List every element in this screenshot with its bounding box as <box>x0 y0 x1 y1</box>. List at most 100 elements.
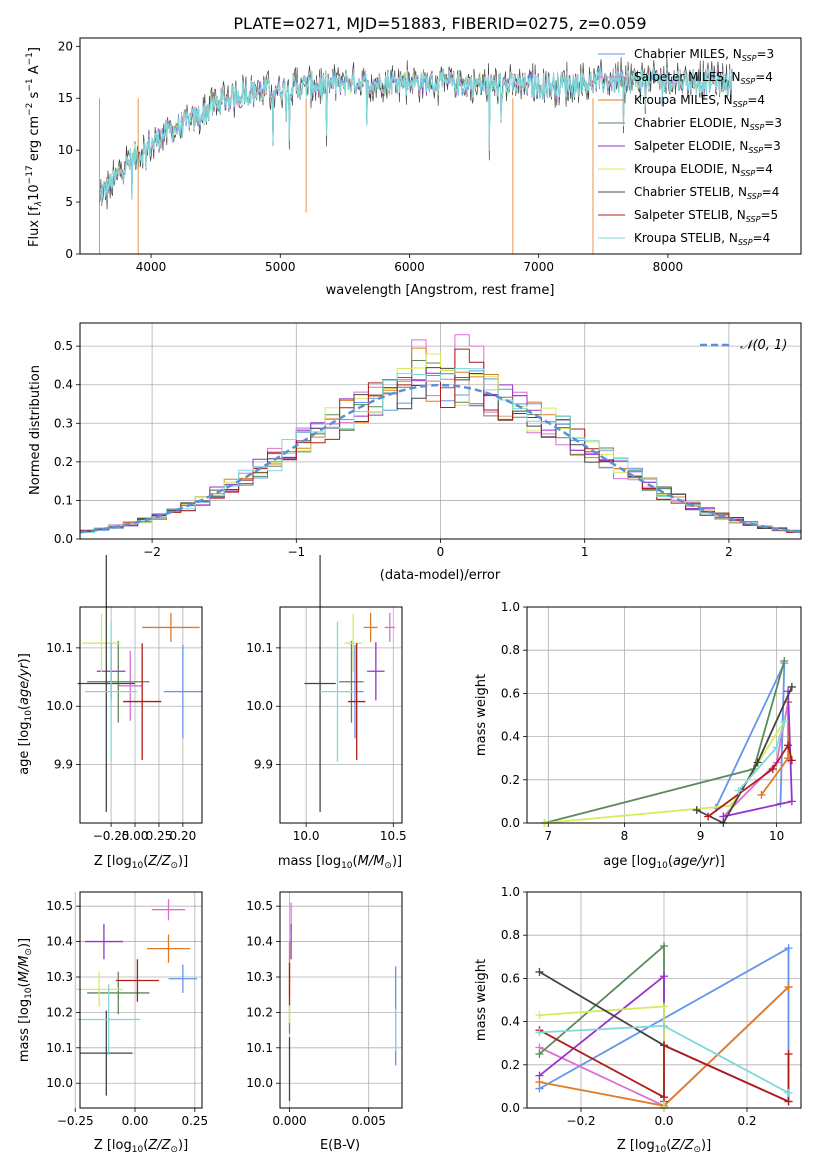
x-tick-label: 8 <box>621 829 629 843</box>
y-tick-label: 10.0 <box>46 699 73 713</box>
y-tick-label: 10.0 <box>246 1076 273 1090</box>
weight-point-marker <box>660 1093 668 1102</box>
x-tick-label: 9 <box>697 829 705 843</box>
spectrum-panel: 4000 5000 6000 7000 8000 0 5 10 15 20 Chabrier MI… <box>25 37 802 298</box>
x-tick-label: 8000 <box>653 260 684 274</box>
spectrum-series-line <box>99 66 733 200</box>
spectrum-ylabel: Flux [fλ10−17 erg cm−2 s−1 A−1] <box>25 47 44 247</box>
legend-entry-label: Salpeter ELODIE, N <box>634 139 748 153</box>
y-tick-label: 0.3 <box>54 416 73 430</box>
y-tick-label: 10.1 <box>246 1041 273 1055</box>
errorbar-point <box>168 964 198 993</box>
legend-entry-value: =3 <box>756 47 774 61</box>
weight-point-marker <box>772 743 781 752</box>
mass-vs-Z-panel: −0.25 0.00 0.25 10.0 10.1 10.2 10.3 10.4 10.5 Z … <box>17 891 208 1155</box>
weight-point-marker <box>787 682 796 691</box>
age-vs-Z-panel: −0.250.000.250.20 9.9 10.0 10.1 Z [log10(Z/… <box>17 555 203 871</box>
y-tick-label: 0.4 <box>54 378 73 392</box>
weight-point-marker <box>535 1050 544 1058</box>
weight-point-marker <box>692 806 701 815</box>
legend-entry-value: =4 <box>755 162 773 176</box>
age-vs-mass-xlabel: mass [log10(M/M⊙)] <box>278 854 402 871</box>
weight-point-marker <box>753 758 762 767</box>
y-tick-label: 9.9 <box>254 758 273 772</box>
errorbar-point <box>363 612 378 643</box>
spectrum-series-line <box>99 67 733 202</box>
errorbar-point <box>84 621 138 762</box>
x-tick-label: 10 <box>769 829 784 843</box>
errorbar-points <box>77 555 202 812</box>
legend-entry: Salpeter STELIB, NSSP=5 <box>634 208 778 224</box>
weight-series-group <box>540 657 796 827</box>
mass-vs-Z-plot-area: −0.25 0.00 0.25 10.0 10.1 10.2 10.3 10.4 10.5 <box>46 891 208 1128</box>
weight-vs-Z-xlabel: Z [log10(Z/Z⊙)] <box>617 1138 711 1155</box>
weight-series <box>704 741 796 821</box>
weight-point-marker <box>535 967 544 976</box>
x-tick-label: 7 <box>544 829 552 843</box>
x-tick-label: 0.20 <box>170 829 197 843</box>
y-tick-label: 10.5 <box>246 899 273 913</box>
y-tick-label: 0.2 <box>501 1058 520 1072</box>
y-tick-label: 0.5 <box>54 339 73 353</box>
y-tick-label: 0.8 <box>501 643 520 657</box>
axis-ticks: 7 8 9 10 0.0 0.2 0.4 0.6 0.8 1.0 <box>501 600 784 843</box>
axis-ticks: −0.2 0.0 0.2 0.0 0.2 0.4 0.6 0.8 1.0 <box>501 885 757 1128</box>
legend-entry-value: =4 <box>755 70 773 84</box>
x-tick-label: 0.00 <box>122 1114 149 1128</box>
errorbar-point <box>115 959 159 1002</box>
weight-point-marker <box>787 756 796 765</box>
x-tick-label: 0.00 <box>122 829 149 843</box>
x-tick-label: 10.5 <box>380 829 407 843</box>
age-vs-Z-ylabel: age [log10(age/yr)] <box>17 653 34 775</box>
residuals-ylabel: Normed distribution <box>28 365 43 495</box>
y-tick-label: 0 <box>65 247 73 261</box>
errorbar-points <box>75 899 198 1096</box>
errorbar-point <box>87 640 150 723</box>
legend-entry-value: =5 <box>760 208 778 222</box>
legend-entry-sub: SSP <box>741 169 756 178</box>
y-tick-label: 10.1 <box>46 1041 73 1055</box>
weight-point-marker <box>535 1011 544 1020</box>
weight-point-marker <box>535 1028 544 1037</box>
weight-series-group <box>535 942 793 1112</box>
legend-entry-sub: SSP <box>750 123 765 132</box>
x-tick-label: 2 <box>725 545 733 559</box>
age-vs-mass-plot-area: 10.0 10.5 9.9 10.0 10.1 <box>246 555 407 843</box>
weight-vs-Z-ylabel: mass weight <box>474 959 489 1041</box>
x-tick-label: −1 <box>287 545 305 559</box>
histogram-group <box>80 334 801 535</box>
age-vs-mass-panel: 10.0 10.5 9.9 10.0 10.1 mass [log10(M/M⊙)] <box>246 555 407 871</box>
mass-vs-Z-ylabel: mass [log10(M/M⊙)] <box>17 938 34 1062</box>
errorbar-point <box>151 899 186 921</box>
legend-entry-label: Chabrier ELODIE, N <box>634 116 750 130</box>
errorbar-points <box>304 555 396 812</box>
legend-entry-label: Kroupa STELIB, N <box>634 231 738 245</box>
grid-lines <box>280 892 402 1108</box>
legend-entry: Kroupa MILES, NSSP=4 <box>634 93 765 109</box>
errorbar-point <box>77 555 136 812</box>
legend-entry-sub: SSP <box>746 215 761 224</box>
y-tick-label: 0.6 <box>501 686 520 700</box>
x-tick-label: 0.25 <box>146 829 173 843</box>
residuals-panel: −2 −1 0 1 2 0.0 0.1 0.2 0.3 0.4 0.5 𝒩(0, 1) (data-… <box>28 322 802 583</box>
x-tick-label: 5000 <box>265 260 296 274</box>
legend-entry: Chabrier ELODIE, NSSP=3 <box>634 116 782 132</box>
errorbar-point <box>146 934 191 963</box>
weight-point-marker <box>734 786 743 795</box>
axis-ticks: 4000 5000 6000 7000 8000 0 5 10 15 20 <box>58 39 683 274</box>
legend-entry-value: =4 <box>747 93 765 107</box>
weight-point-marker <box>660 1002 668 1011</box>
errorbar-point <box>75 971 124 1008</box>
weight-vs-Z-plot-area: −0.2 0.0 0.2 0.0 0.2 0.4 0.6 0.8 1.0 <box>501 885 802 1128</box>
weight-point-marker <box>780 657 789 665</box>
mass-vs-EBV-plot-area: 0.000 0.005 10.0 10.1 10.2 10.3 10.4 10.5 <box>246 891 403 1128</box>
age-vs-Z-plot-area: −0.250.000.250.20 9.9 10.0 10.1 <box>46 555 203 843</box>
weight-point-marker <box>787 797 796 806</box>
axes-frame <box>79 606 203 824</box>
x-tick-label: 0.0 <box>654 1114 673 1128</box>
x-tick-label: 0.2 <box>737 1114 756 1128</box>
grid-lines <box>74 892 202 1108</box>
x-tick-label: −0.25 <box>57 1114 94 1128</box>
mass-vs-EBV-xlabel: E(B-V) <box>320 1138 360 1153</box>
y-tick-label: 10.4 <box>246 935 273 949</box>
